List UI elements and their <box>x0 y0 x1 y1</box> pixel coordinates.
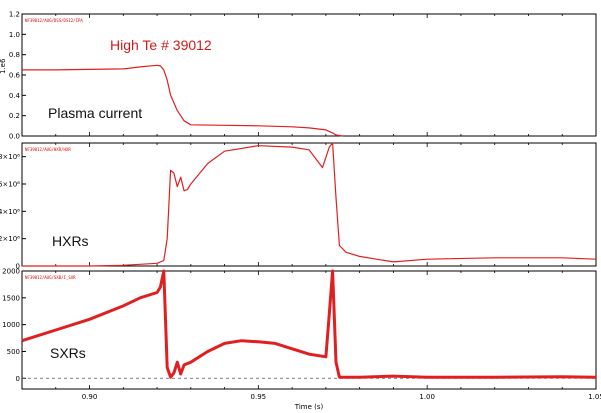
x-tick-label: 1.05 <box>588 393 601 401</box>
x-axis: 0.90 0.95 1.00 1.05 Time (s) <box>82 393 601 411</box>
signal-path-label: NF39012/AUG/SXB/I_SXR <box>25 275 76 280</box>
x-tick-label: 0.90 <box>82 393 98 401</box>
panel-annotation: Plasma current <box>48 105 142 121</box>
y-tick-label: 1500 <box>2 294 20 302</box>
y-tick-label: 8×10⁶ <box>0 153 20 161</box>
y-tick-label: 6×10⁶ <box>0 181 20 189</box>
signal-path-label: NF39012/AUG/HXR/HXR <box>25 147 71 152</box>
x-tick-label: 1.00 <box>419 393 435 401</box>
unit-label: 1.e6 <box>0 58 7 74</box>
y-tick-label: 4×10⁶ <box>0 208 20 216</box>
figure-title: High Te # 39012 <box>110 37 212 53</box>
panel-frame <box>21 142 597 267</box>
y-tick-label: 0.2 <box>9 112 20 120</box>
y-tick-label: 2000 <box>2 268 20 276</box>
y-tick-label: 0 <box>16 375 20 383</box>
signal-path-label: NF39012/AUG/DSS/DS12/IPA <box>25 18 83 23</box>
panel-frame <box>21 270 597 390</box>
panel-3: 0 500 1000 1500 2000 NF39012/AUG/SXB/I_SXR SXR… <box>2 268 597 390</box>
x-axis-label: Time (s) <box>294 403 324 411</box>
panel-2: 0 2×10⁶ 4×10⁶ 6×10⁶ 8×10⁶ NF39012/AUG/HXR/HXR… <box>0 142 597 271</box>
y-tick-label: 1000 <box>2 321 20 329</box>
panels: 0.0 0.2 0.4 0.6 0.8 1.0 1.2 NF39012/AUG/DSS/DS1… <box>0 11 597 390</box>
series-line-hxrs <box>22 142 597 267</box>
y-tick-label: 0 <box>16 263 20 271</box>
y-tick-label: 0.0 <box>9 133 20 141</box>
y-tick-label: 0.8 <box>9 51 20 59</box>
panel-annotation: SXRs <box>50 345 86 361</box>
panel-1: 0.0 0.2 0.4 0.6 0.8 1.0 1.2 NF39012/AUG/DSS/DS1… <box>0 11 597 141</box>
series-line-plasma-current <box>22 64 343 137</box>
y-tick-label: 1.2 <box>9 11 20 19</box>
y-tick-label: 1.0 <box>9 31 20 39</box>
x-tick-label: 0.95 <box>251 393 267 401</box>
y-tick-label: 0.4 <box>9 92 21 100</box>
series-line-sxrs <box>21 269 597 379</box>
y-tick-label: 0.6 <box>9 72 21 80</box>
y-tick-label: 2×10⁶ <box>0 235 20 243</box>
y-tick-label: 500 <box>7 348 20 356</box>
panel-annotation: HXRs <box>52 233 89 249</box>
